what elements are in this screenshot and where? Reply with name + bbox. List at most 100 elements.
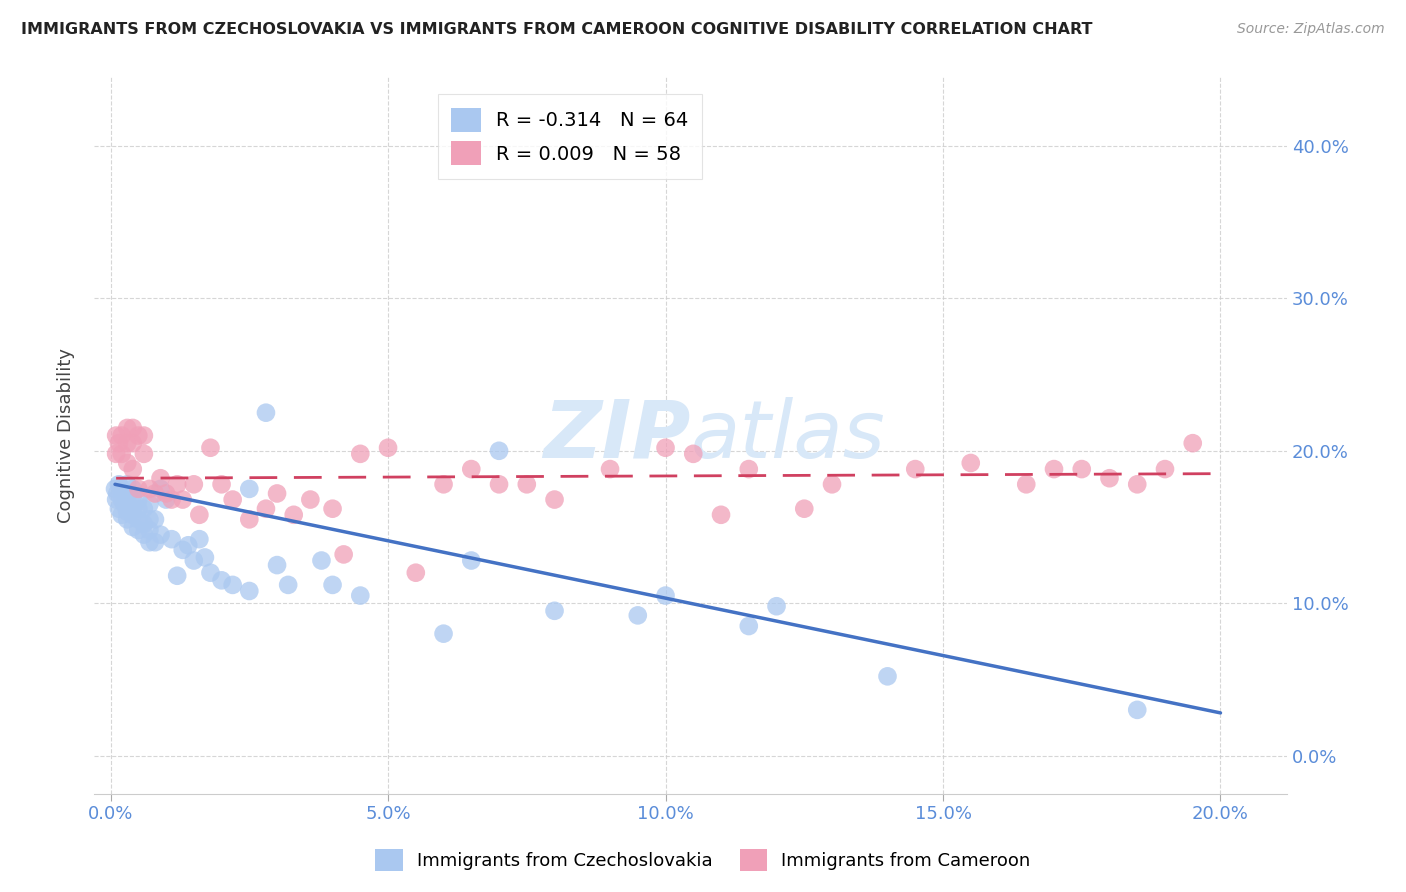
Point [132,527,155,541]
Point [200,566,222,580]
Point [405,566,427,580]
Point [127,501,149,516]
Point [959,456,981,470]
Point [194,550,217,565]
Point [460,462,482,476]
Point [765,599,787,614]
Point [121,462,143,476]
Point [114,486,136,500]
Point [155,492,177,507]
Point [105,486,128,500]
Point [432,626,454,640]
Point [108,436,131,450]
Point [115,456,138,470]
Point [599,462,621,476]
Point [254,406,277,420]
Point [121,421,143,435]
Point [710,508,733,522]
Point [221,492,243,507]
Point [149,527,172,541]
Point [221,578,243,592]
Point [127,523,149,537]
Point [105,428,128,442]
Point [277,578,299,592]
Point [127,492,149,507]
Point [1043,462,1066,476]
Point [132,516,155,531]
Point [121,501,143,516]
Point [132,447,155,461]
Point [160,492,183,507]
Point [143,535,166,549]
Point [654,441,676,455]
Point [516,477,538,491]
Point [172,542,194,557]
Point [127,428,149,442]
Point [543,604,565,618]
Point [155,486,177,500]
Point [115,512,138,526]
Point [111,482,134,496]
Point [738,462,761,476]
Point [322,578,344,592]
Point [266,486,288,500]
Point [132,501,155,516]
Point [127,482,149,496]
Point [1126,703,1149,717]
Point [111,428,134,442]
Point [1070,462,1092,476]
Point [115,486,138,500]
Legend: Immigrants from Czechoslovakia, Immigrants from Cameroon: Immigrants from Czechoslovakia, Immigran… [368,842,1038,879]
Point [188,508,211,522]
Point [166,477,188,491]
Point [104,482,127,496]
Point [115,477,138,491]
Point [115,492,138,507]
Point [793,501,815,516]
Point [238,482,260,496]
Point [132,428,155,442]
Point [121,508,143,522]
Point [114,497,136,511]
Point [121,482,143,496]
Point [1098,471,1121,485]
Point [488,443,510,458]
Point [138,482,160,496]
Point [138,512,160,526]
Point [211,574,233,588]
Point [211,477,233,491]
Point [177,538,200,552]
Point [172,492,194,507]
Point [183,553,205,567]
Point [377,441,399,455]
Point [149,471,172,485]
Point [299,492,322,507]
Point [115,436,138,450]
Point [821,477,844,491]
Point [543,492,565,507]
Point [238,512,260,526]
Point [266,558,288,573]
Point [115,421,138,435]
Point [108,501,131,516]
Point [349,589,371,603]
Point [1015,477,1038,491]
Point [105,447,128,461]
Point [322,501,344,516]
Point [160,532,183,546]
Point [254,501,277,516]
Point [121,520,143,534]
Point [121,490,143,504]
Point [115,505,138,519]
Point [111,508,134,522]
Point [200,441,222,455]
Point [488,477,510,491]
Point [138,535,160,549]
Point [283,508,305,522]
Text: ZIP: ZIP [543,397,690,475]
Point [904,462,927,476]
Y-axis label: Cognitive Disability: Cognitive Disability [58,348,75,523]
Point [188,532,211,546]
Point [127,512,149,526]
Point [138,497,160,511]
